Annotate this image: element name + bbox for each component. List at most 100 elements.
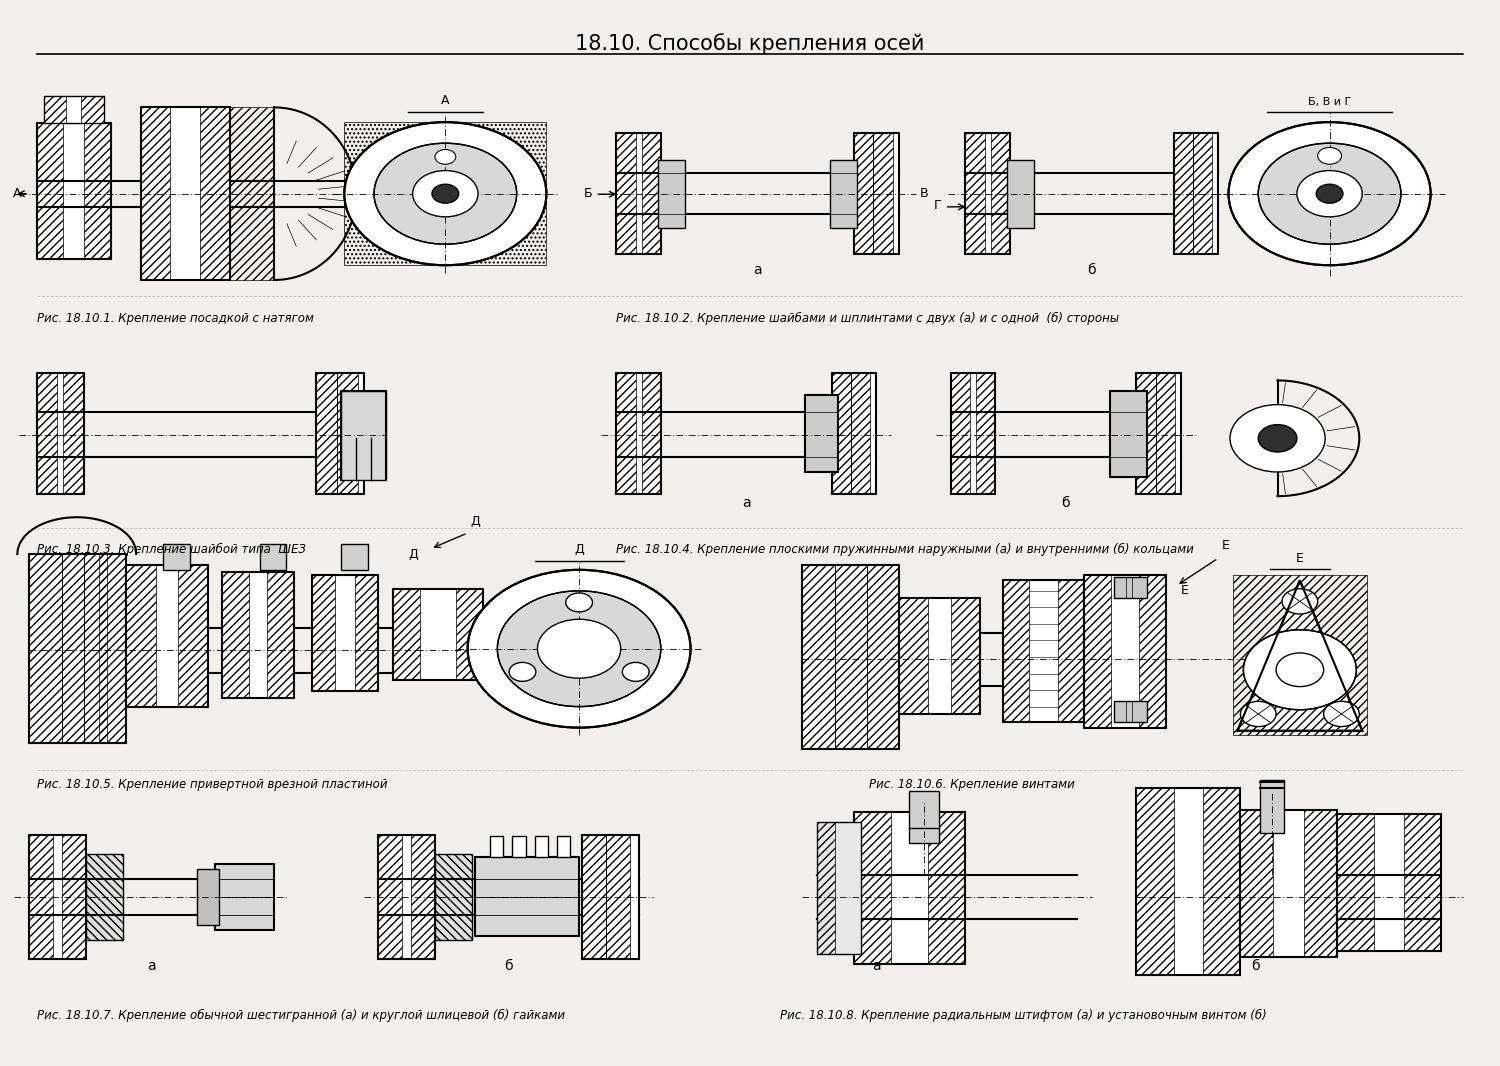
Bar xyxy=(898,598,981,714)
Bar xyxy=(606,835,630,959)
Text: Рис. 18.10.1. Крепление посадкой с натягом: Рис. 18.10.1. Крепление посадкой с натяг… xyxy=(36,311,314,325)
Circle shape xyxy=(1298,171,1362,216)
Bar xyxy=(126,565,156,707)
Bar xyxy=(354,575,378,691)
Circle shape xyxy=(498,591,662,707)
Bar xyxy=(28,835,86,959)
Circle shape xyxy=(622,662,650,681)
Text: Рис. 18.10.7. Крепление обычной шестигранной (а) и круглой шлицевой (б) гайками: Рис. 18.10.7. Крепление обычной шестигра… xyxy=(36,1010,564,1022)
Bar xyxy=(1110,391,1148,478)
Bar xyxy=(1336,814,1374,951)
Bar xyxy=(582,835,606,959)
Text: Д: Д xyxy=(410,548,419,561)
Bar xyxy=(1002,580,1029,723)
Text: б: б xyxy=(504,958,513,972)
Bar xyxy=(850,373,870,494)
Bar xyxy=(928,812,966,965)
Circle shape xyxy=(1276,653,1323,687)
Bar xyxy=(411,835,435,959)
Bar xyxy=(1203,788,1240,975)
Bar xyxy=(1336,814,1442,951)
Bar xyxy=(393,588,483,680)
Bar xyxy=(1233,575,1366,734)
Bar xyxy=(898,598,928,714)
Bar xyxy=(345,123,546,265)
Bar xyxy=(1140,575,1166,728)
Circle shape xyxy=(374,143,516,244)
Bar xyxy=(1058,580,1084,723)
Circle shape xyxy=(1316,184,1342,204)
Circle shape xyxy=(345,123,546,265)
Bar xyxy=(1240,810,1336,957)
Bar xyxy=(658,160,684,228)
Text: Б, В и Г: Б, В и Г xyxy=(1308,97,1352,108)
Bar xyxy=(230,107,274,280)
Bar xyxy=(951,373,970,494)
Bar xyxy=(456,588,483,680)
Bar xyxy=(966,133,986,254)
Text: А: А xyxy=(441,95,450,108)
Bar xyxy=(435,854,472,940)
Bar xyxy=(86,854,123,940)
Bar xyxy=(642,373,662,494)
Circle shape xyxy=(1244,630,1356,710)
Bar xyxy=(853,812,891,965)
Bar xyxy=(1137,788,1173,975)
Bar xyxy=(1404,814,1441,951)
Bar xyxy=(99,554,126,743)
Text: Рис. 18.10.5. Крепление привертной врезной пластиной: Рис. 18.10.5. Крепление привертной врезн… xyxy=(36,778,387,791)
Text: Г: Г xyxy=(934,199,942,212)
Bar xyxy=(616,373,662,494)
Bar xyxy=(976,373,994,494)
Bar xyxy=(616,133,636,254)
Bar xyxy=(867,565,898,748)
Bar xyxy=(36,123,111,259)
Bar xyxy=(44,96,66,123)
Text: б: б xyxy=(1088,263,1096,277)
Bar xyxy=(802,565,898,748)
Bar xyxy=(28,554,126,743)
Bar xyxy=(62,554,84,743)
Bar xyxy=(834,565,867,748)
Bar xyxy=(200,107,230,280)
Bar xyxy=(616,133,662,254)
Bar xyxy=(312,575,378,691)
Text: В: В xyxy=(920,187,928,199)
Bar xyxy=(1192,133,1212,254)
Bar xyxy=(853,133,873,254)
Bar xyxy=(853,812,966,965)
Bar xyxy=(141,107,171,280)
Bar xyxy=(556,836,570,857)
Circle shape xyxy=(468,570,690,728)
Bar xyxy=(1114,577,1148,598)
Bar xyxy=(1155,373,1174,494)
Circle shape xyxy=(435,149,456,164)
Circle shape xyxy=(1258,424,1298,452)
Bar xyxy=(214,865,274,930)
Text: Рис. 18.10.8. Крепление радиальным штифтом (а) и установочным винтом (б): Рис. 18.10.8. Крепление радиальным штифт… xyxy=(780,1010,1266,1022)
Bar xyxy=(831,373,850,494)
Bar xyxy=(1002,580,1084,723)
Text: Д: Д xyxy=(574,544,584,556)
Bar xyxy=(62,835,86,959)
Bar xyxy=(1173,133,1192,254)
Bar xyxy=(1084,575,1166,728)
Text: б: б xyxy=(1251,958,1260,972)
Bar xyxy=(435,854,472,940)
Bar xyxy=(476,857,579,936)
Circle shape xyxy=(1230,405,1324,472)
Text: а: а xyxy=(742,496,750,510)
Bar xyxy=(316,373,338,494)
Bar xyxy=(490,836,504,857)
Bar xyxy=(830,160,856,228)
Bar xyxy=(1173,133,1218,254)
Bar xyxy=(196,869,219,925)
Circle shape xyxy=(1258,143,1401,244)
Bar xyxy=(853,133,898,254)
Bar xyxy=(312,575,336,691)
Bar xyxy=(909,791,939,843)
Text: Рис. 18.10.4. Крепление плоскими пружинными наружными (а) и внутренними (б) коль: Рис. 18.10.4. Крепление плоскими пружинн… xyxy=(616,543,1194,556)
Text: Е: Е xyxy=(1296,551,1304,565)
Text: 18.10. Способы крепления осей: 18.10. Способы крепления осей xyxy=(576,33,924,54)
Bar xyxy=(338,373,357,494)
